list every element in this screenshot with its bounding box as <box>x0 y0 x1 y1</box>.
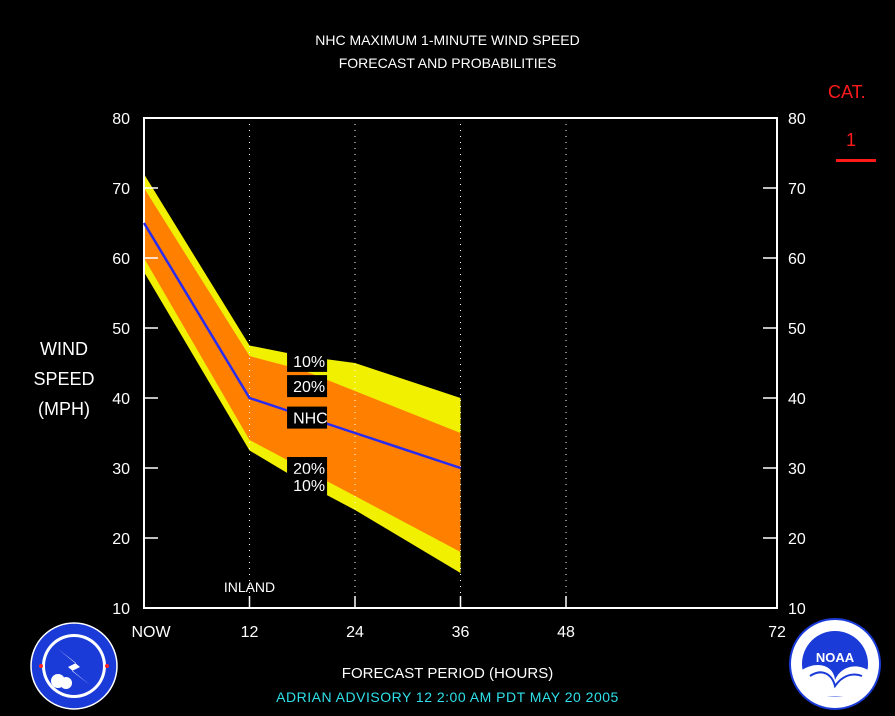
y-axis-label-wind: WIND <box>40 339 88 359</box>
national-weather-service-logo <box>30 622 118 710</box>
x-tick-label-24: 24 <box>346 624 364 641</box>
y-tick-label-right-20: 20 <box>788 531 806 548</box>
x-tick-label-48: 48 <box>557 624 575 641</box>
y-tick-label-left-70: 70 <box>112 181 130 198</box>
label-nhc-bg <box>287 406 328 429</box>
advisory-line: ADRIAN ADVISORY 12 2:00 AM PDT MAY 20 20… <box>276 689 619 705</box>
vertical-gridlines <box>249 118 567 608</box>
y-axis-label-units: (MPH) <box>38 399 90 419</box>
y-tick-label-right-50: 50 <box>788 321 806 338</box>
y-axis-label-speed: SPEED <box>33 369 95 389</box>
label-nhc: NHC <box>293 411 328 428</box>
y-tick-label-left-50: 50 <box>112 321 130 338</box>
label-upper-10-percent-bg <box>287 349 328 372</box>
y-tick-label-left-60: 60 <box>112 251 130 268</box>
label-lower-20-percent: 20% <box>293 461 325 478</box>
y-tick-label-left-40: 40 <box>112 391 130 408</box>
y-tick-label-right-70: 70 <box>788 181 806 198</box>
annotation-inland: INLAND <box>224 579 275 595</box>
y-tick-label-right-40: 40 <box>788 391 806 408</box>
y-tick-label-left-10: 10 <box>112 601 130 618</box>
chart-title-line1: NHC MAXIMUM 1-MINUTE WIND SPEED <box>315 32 580 48</box>
category-value: 1 <box>846 130 857 150</box>
y-tick-label-right-10: 10 <box>788 601 806 618</box>
probability-bands <box>144 174 461 573</box>
y-tick-label-left-80: 80 <box>112 111 130 128</box>
y-tick-label-right-60: 60 <box>788 251 806 268</box>
category-label: CAT. <box>828 82 866 102</box>
axis-ticks <box>144 117 777 609</box>
label-upper-20-percent: 20% <box>293 379 325 396</box>
label-upper-10-percent: 10% <box>293 354 325 371</box>
y-tick-label-right-30: 30 <box>788 461 806 478</box>
label-upper-20-percent-bg <box>287 375 328 398</box>
label-lower-20-percent-bg <box>287 457 328 479</box>
x-tick-label-12: 12 <box>241 624 259 641</box>
label-lower-10-percent: 10% <box>293 478 325 495</box>
chart-title-line2: FORECAST AND PROBABILITIES <box>338 55 557 71</box>
x-axis-label: FORECAST PERIOD (HOURS) <box>341 665 554 682</box>
y-tick-label-left-20: 20 <box>112 531 130 548</box>
noaa-logo: NOAA <box>789 618 881 710</box>
svg-text:NOAA: NOAA <box>816 650 855 665</box>
x-tick-label-36: 36 <box>452 624 470 641</box>
y-tick-label-left-30: 30 <box>112 461 130 478</box>
y-tick-label-right-80: 80 <box>788 111 806 128</box>
x-tick-label-72: 72 <box>768 624 786 641</box>
category-underline <box>836 159 876 162</box>
tick-labels: 10 10 20 20 30 30 40 40 50 50 60 60 70 70 80 80 NOW 12 24 3… <box>112 111 806 641</box>
label-lower-10-percent-bg <box>287 473 328 496</box>
x-tick-label-NOW: NOW <box>131 624 171 641</box>
